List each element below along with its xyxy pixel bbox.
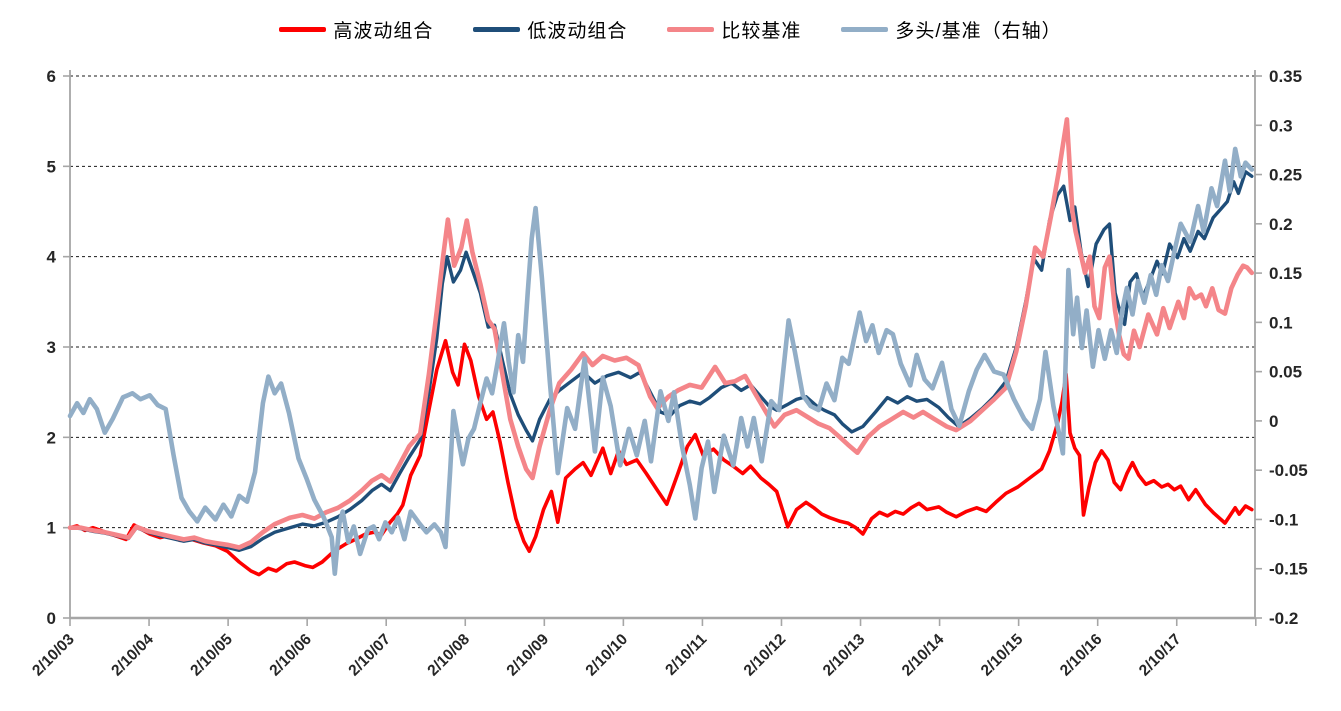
x-tick-label: 2/10/16: [1057, 631, 1106, 680]
legend-item-long-vs-benchmark: 多头/基准（右轴）: [841, 16, 1061, 43]
x-tick-label: 2/10/15: [978, 631, 1027, 680]
x-tick-label: 2/10/14: [899, 631, 948, 680]
y-right-tick-label: 0.05: [1269, 363, 1302, 382]
x-tick-label: 2/10/17: [1136, 631, 1185, 680]
legend-item-high-volatility-portfolio: 高波动组合: [279, 16, 433, 43]
legend-item-low-volatility-portfolio: 低波动组合: [473, 16, 627, 43]
series-line-long-vs-benchmark: [67, 146, 1255, 577]
legend-line-swatch: [473, 27, 521, 32]
x-tick-label: 2/10/11: [662, 631, 710, 679]
legend-label: 比较基准: [721, 21, 802, 42]
x-tick-label: 2/10/08: [425, 631, 474, 680]
y-right-tick-label: 0.2: [1269, 215, 1293, 234]
x-tick-label: 2/10/13: [820, 631, 869, 680]
legend-label: 高波动组合: [333, 21, 434, 42]
x-tick-label: 2/10/09: [504, 631, 553, 680]
x-tick-label: 2/10/07: [345, 631, 394, 680]
y-right-tick-label: 0.1: [1269, 313, 1293, 332]
series-line-low-volatility-portfolio: [68, 170, 1254, 552]
x-tick-label: 2/10/03: [29, 631, 78, 680]
y-right-tick-label: 0: [1269, 412, 1278, 431]
y-right-tick-label: 0.35: [1269, 67, 1302, 86]
x-tick-label: 2/10/04: [108, 631, 157, 680]
y-right-tick-label: 0.25: [1269, 166, 1302, 185]
chart-legend: 高波动组合 低波动组合 比较基准 多头/基准（右轴）: [0, 16, 1341, 43]
y-right-tick-label: 0.15: [1269, 264, 1302, 283]
y-right-tick-label: -0.2: [1269, 609, 1298, 628]
y-right-tick-label: 0.3: [1269, 116, 1293, 135]
legend-label: 低波动组合: [527, 21, 628, 42]
legend-line-swatch: [841, 27, 889, 32]
y-left-tick-label: 2: [47, 428, 56, 447]
y-left-tick-label: 0: [47, 609, 56, 628]
y-left-tick-label: 6: [47, 67, 56, 86]
legend-line-swatch: [279, 27, 327, 32]
y-right-tick-label: -0.05: [1269, 461, 1308, 480]
legend-line-swatch: [667, 27, 715, 32]
series-line-high-volatility-portfolio: [68, 338, 1254, 577]
legend-item-benchmark: 比较基准: [667, 16, 801, 43]
x-tick-label: 2/10/06: [266, 631, 315, 680]
y-right-tick-label: -0.15: [1269, 560, 1308, 579]
legend-label: 多头/基准（右轴）: [895, 21, 1062, 42]
x-tick-label: 2/10/05: [187, 631, 236, 680]
y-right-tick-label: -0.1: [1269, 510, 1298, 529]
y-left-tick-label: 5: [47, 157, 56, 176]
x-tick-label: 2/10/10: [583, 631, 632, 680]
x-tick-label: 2/10/12: [741, 631, 790, 680]
y-left-tick-label: 3: [47, 338, 56, 357]
y-left-tick-label: 4: [47, 248, 57, 267]
y-left-tick-label: 1: [47, 519, 56, 538]
